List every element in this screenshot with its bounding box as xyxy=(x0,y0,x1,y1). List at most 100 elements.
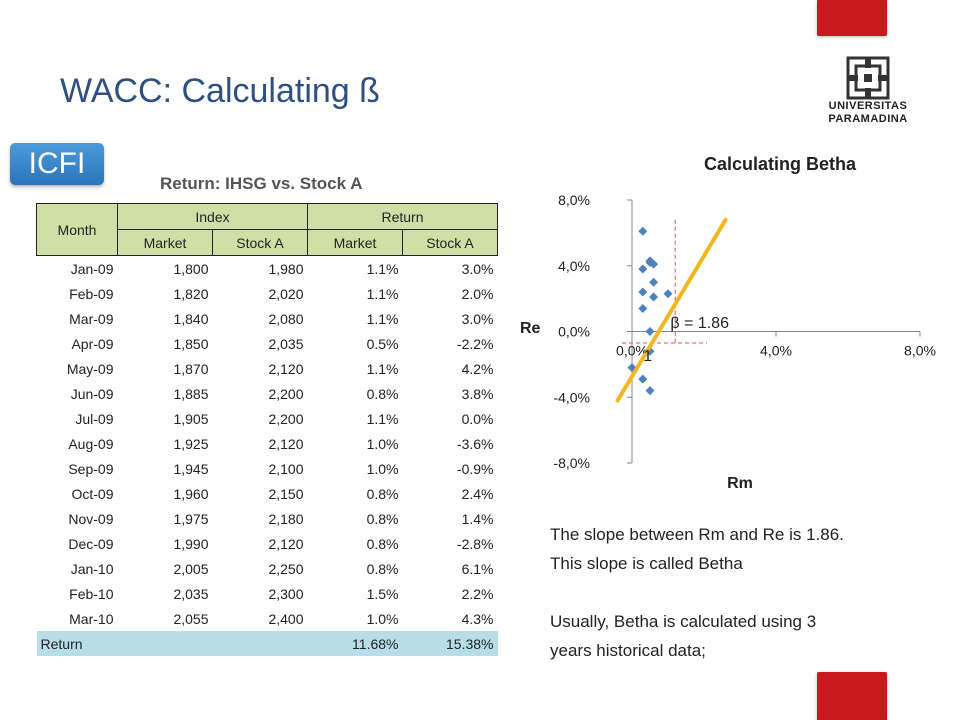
value-cell: 6.1% xyxy=(461,560,494,577)
value-cell: 1,975 xyxy=(173,510,209,527)
value-cell: 4.2% xyxy=(461,360,494,377)
icfi-badge: ICFI xyxy=(10,143,104,185)
y-tick-label: -8,0% xyxy=(553,455,590,471)
data-point xyxy=(638,303,648,313)
table-row: Jan-10 2,005 2,250 0.8% 6.1% xyxy=(37,556,498,581)
value-cell: 3.0% xyxy=(461,310,494,327)
month-cell: Aug-09 xyxy=(68,435,114,452)
value-cell: 2,400 xyxy=(268,610,304,627)
value-cell: 2,005 xyxy=(173,560,209,577)
month-cell: Feb-10 xyxy=(69,585,114,602)
value-cell: 1.1% xyxy=(366,285,399,302)
value-cell: 1,980 xyxy=(268,260,304,277)
table-title: Return: IHSG vs. Stock A xyxy=(160,174,363,193)
total-empty-2 xyxy=(212,631,308,656)
table-row: Mar-10 2,055 2,400 1.0% 4.3% xyxy=(37,606,498,631)
beta-scatter-chart: Calculating Betha 8,0% 4,0% 0,0% -4,0% -8,0% 0… xyxy=(500,145,950,505)
table-row: Jan-09 1,800 1,980 1.1% 3.0% xyxy=(37,256,498,282)
university-logo: UNIVERSITAS PARAMADINA xyxy=(808,52,928,134)
y-tick-label: 0,0% xyxy=(558,324,590,340)
table-row: Jun-09 1,885 2,200 0.8% 3.8% xyxy=(37,381,498,406)
value-cell: 1,945 xyxy=(173,460,209,477)
value-cell: 1,850 xyxy=(173,335,209,352)
total-market-return: 11.68% xyxy=(307,631,403,656)
month-cell: Dec-09 xyxy=(68,535,114,552)
note-line-2: This slope is called Betha xyxy=(550,554,743,573)
value-cell: 1,870 xyxy=(173,360,209,377)
value-cell: 2,055 xyxy=(173,610,209,627)
data-point xyxy=(649,259,659,269)
value-cell: 2,035 xyxy=(268,335,304,352)
total-empty-1 xyxy=(117,631,213,656)
value-cell: 1.1% xyxy=(366,260,399,277)
value-cell: 2,120 xyxy=(268,535,304,552)
value-cell: 2,120 xyxy=(268,435,304,452)
value-cell: 1,840 xyxy=(173,310,209,327)
table-row: Nov-09 1,975 2,180 0.8% 1.4% xyxy=(37,506,498,531)
table-row: Aug-09 1,925 2,120 1.0% -3.6% xyxy=(37,431,498,456)
y-tick-label: -4,0% xyxy=(553,389,590,405)
table-row: Mar-09 1,840 2,080 1.1% 3.0% xyxy=(37,306,498,331)
month-cell: Feb-09 xyxy=(69,285,114,302)
value-cell: 0.8% xyxy=(366,385,399,402)
month-cell: Mar-10 xyxy=(69,610,114,627)
table-row: Jul-09 1,905 2,200 1.1% 0.0% xyxy=(37,406,498,431)
value-cell: -2.2% xyxy=(456,335,494,352)
note-line-3: Usually, Betha is calculated using 3 xyxy=(550,612,817,631)
value-cell: 2,180 xyxy=(268,510,304,527)
value-cell: 0.5% xyxy=(366,335,399,352)
value-cell: 2,300 xyxy=(268,585,304,602)
y-tick-label: 8,0% xyxy=(558,192,590,208)
value-cell: 1.5% xyxy=(366,585,399,602)
logo-line1: UNIVERSITAS xyxy=(828,100,908,112)
value-cell: 3.8% xyxy=(461,385,494,402)
value-cell: -0.9% xyxy=(456,460,494,477)
value-cell: 1,960 xyxy=(173,485,209,502)
note-spacer xyxy=(550,578,940,607)
chart-svg: Calculating Betha 8,0% 4,0% 0,0% -4,0% -8,0% 0… xyxy=(520,154,936,492)
note-line-1: The slope between Rm and Re is 1.86. xyxy=(550,525,844,544)
top-accent-tab xyxy=(817,0,887,36)
value-cell: 1.0% xyxy=(366,460,399,477)
value-cell: 2,150 xyxy=(268,485,304,502)
value-cell: 1.1% xyxy=(366,310,399,327)
value-cell: 2,120 xyxy=(268,360,304,377)
bottom-accent-tab xyxy=(817,672,887,720)
value-cell: 2,250 xyxy=(268,560,304,577)
value-cell: 1,905 xyxy=(173,410,209,427)
data-point xyxy=(638,374,648,384)
logo-emblem-icon xyxy=(846,56,890,100)
value-cell: 0.8% xyxy=(366,485,399,502)
value-cell: 1,800 xyxy=(173,260,209,277)
value-cell: 1,820 xyxy=(173,285,209,302)
value-cell: 2.2% xyxy=(461,585,494,602)
value-cell: 1.1% xyxy=(366,410,399,427)
value-cell: -2.8% xyxy=(456,535,494,552)
data-point xyxy=(638,226,648,236)
total-return-row: Return 11.68% 15.38% xyxy=(36,631,498,656)
explanation-notes: The slope between Rm and Re is 1.86. Thi… xyxy=(550,520,940,665)
chart-title: Calculating Betha xyxy=(704,154,857,174)
value-cell: 4.3% xyxy=(461,610,494,627)
data-point xyxy=(649,292,659,302)
trend-line xyxy=(615,217,728,403)
value-cell: 0.8% xyxy=(366,510,399,527)
value-cell: 0.8% xyxy=(366,560,399,577)
value-cell: 1.1% xyxy=(366,360,399,377)
beta-annotation: β = 1.86 xyxy=(670,315,729,332)
header-index: Index xyxy=(117,203,308,230)
header-return: Return xyxy=(307,203,498,230)
x-tick-label: 8,0% xyxy=(904,343,936,359)
data-point xyxy=(663,289,673,299)
value-cell: 1,990 xyxy=(173,535,209,552)
value-cell: 1.0% xyxy=(366,435,399,452)
data-point xyxy=(645,327,655,336)
month-cell: Oct-09 xyxy=(71,485,114,502)
value-cell: 1.0% xyxy=(366,610,399,627)
data-point xyxy=(638,287,648,297)
month-cell: Sep-09 xyxy=(68,460,114,477)
data-point xyxy=(645,386,655,396)
month-cell: Jul-09 xyxy=(75,410,114,427)
month-cell: Nov-09 xyxy=(68,510,114,527)
month-cell: May-09 xyxy=(66,360,114,377)
